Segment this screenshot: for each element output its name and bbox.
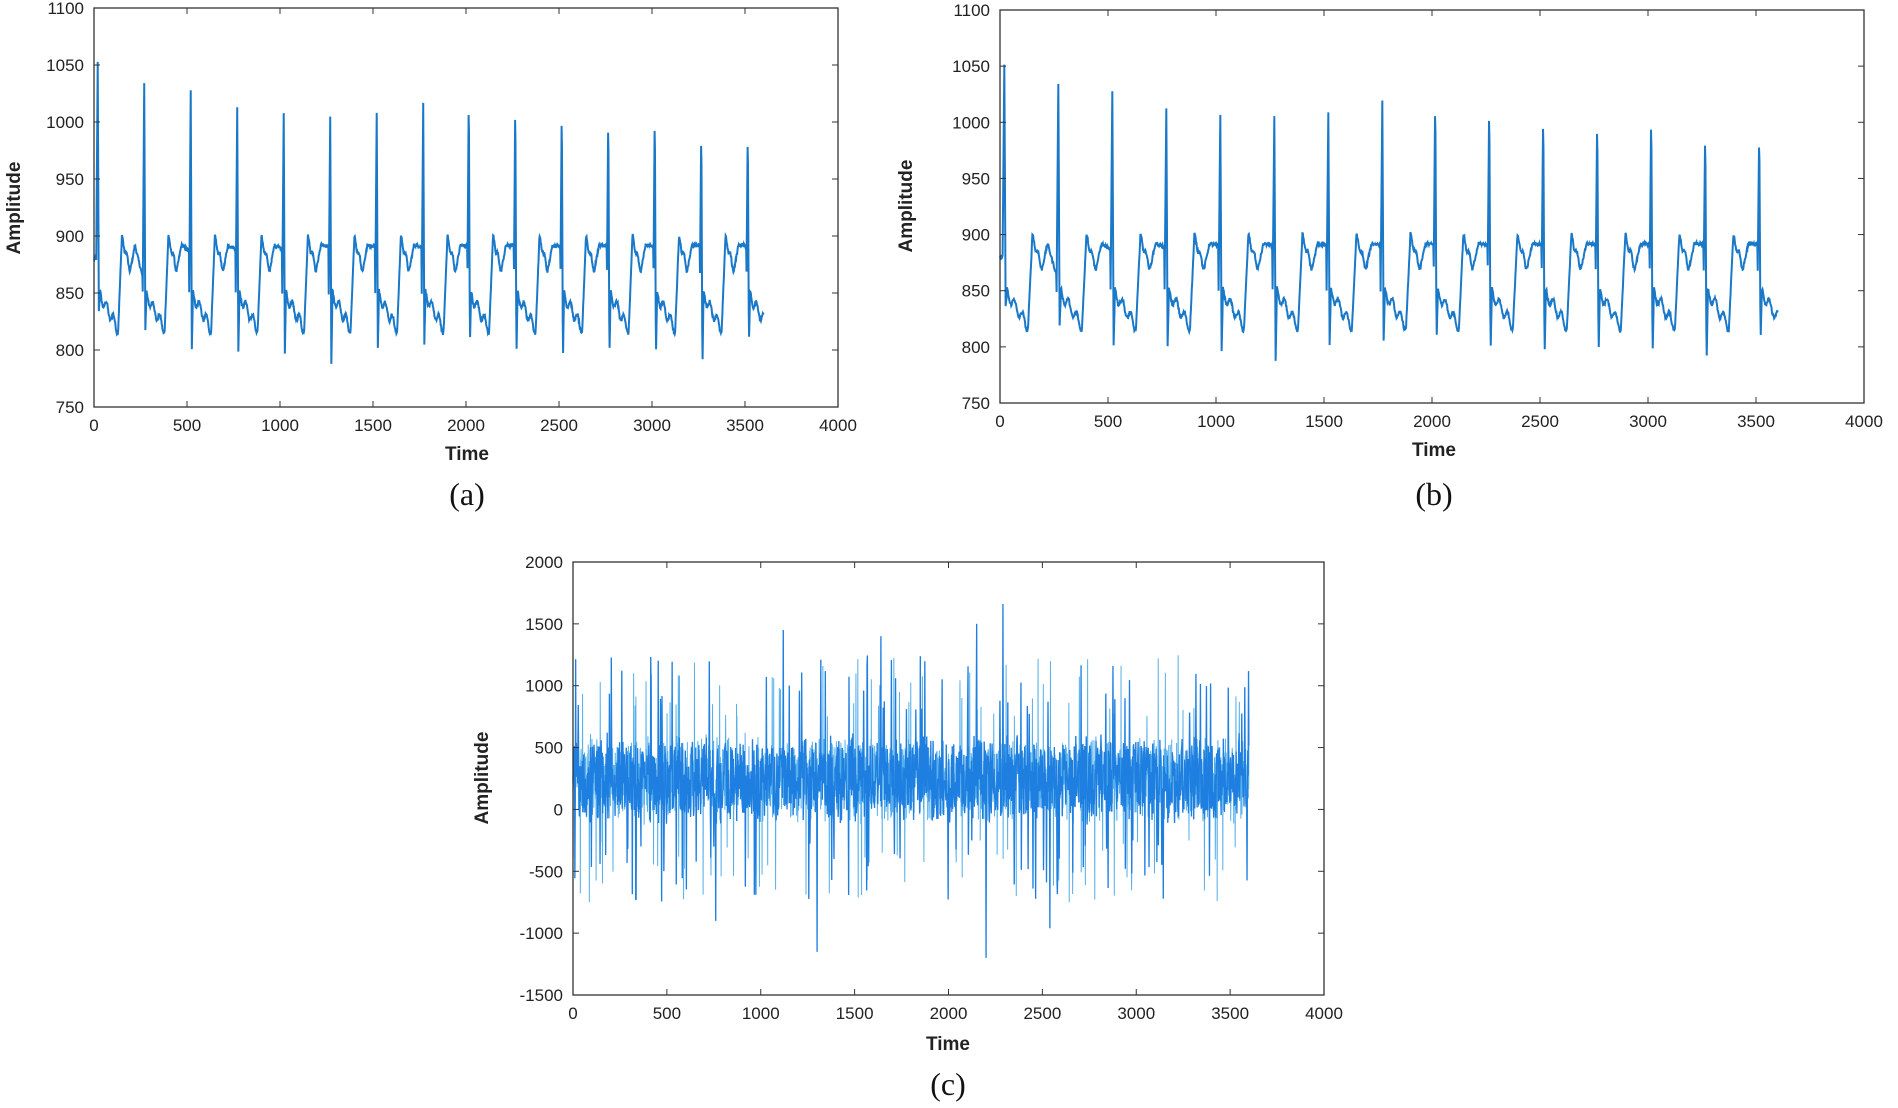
axes-box <box>999 9 1865 404</box>
y-axis-label: Amplitude <box>896 160 917 253</box>
subfigure-caption: (a) <box>449 476 485 512</box>
y-tick-label: 1500 <box>525 615 563 634</box>
signal-line <box>572 604 1250 958</box>
y-tick-label: 750 <box>56 398 84 417</box>
y-tick-label: -1500 <box>520 986 563 1005</box>
y-axis-label: Amplitude <box>4 162 25 255</box>
x-tick-label: 3500 <box>726 416 764 435</box>
y-tick-label: 750 <box>962 394 990 413</box>
x-axis-label: Time <box>445 444 489 465</box>
y-tick-label: 1000 <box>952 113 990 132</box>
x-tick-label: 4000 <box>1845 412 1883 431</box>
chart-b: 0 500 1000 1500 2000 2500 3000 3500 4000 750 800 85… <box>896 1 1883 512</box>
y-tick-label: 900 <box>56 227 84 246</box>
x-tick-label: 2000 <box>930 1004 968 1023</box>
y-tick-label: 850 <box>962 282 990 301</box>
x-tick-label: 0 <box>89 416 98 435</box>
y-tick-label: 0 <box>554 800 563 819</box>
y-tick-label: 800 <box>962 338 990 357</box>
x-tick-label: 1500 <box>354 416 392 435</box>
x-tick-label: 2000 <box>1413 412 1451 431</box>
y-axis-label: Amplitude <box>472 732 493 825</box>
y-tick-label: 1050 <box>952 57 990 76</box>
y-tick-label: 1000 <box>525 677 563 696</box>
y-tick-label: 2000 <box>525 553 563 572</box>
axes-box <box>93 7 839 408</box>
x-tick-label: 2500 <box>1023 1004 1061 1023</box>
y-tick-label: 800 <box>56 341 84 360</box>
y-tick-label: 900 <box>962 226 990 245</box>
x-tick-label: 500 <box>1094 412 1122 431</box>
x-tick-label: 0 <box>995 412 1004 431</box>
x-tick-label: 500 <box>173 416 201 435</box>
x-tick-label: 1500 <box>836 1004 874 1023</box>
x-tick-label: 0 <box>568 1004 577 1023</box>
x-tick-label: 1000 <box>1197 412 1235 431</box>
subfigure-caption: (b) <box>1415 476 1452 512</box>
x-tick-label: 1500 <box>1305 412 1343 431</box>
y-tick-label: 1050 <box>46 56 84 75</box>
y-tick-label: 500 <box>535 739 563 758</box>
chart-c: 0 500 1000 1500 2000 2500 3000 3500 4000 -1500 -10… <box>472 553 1343 1102</box>
x-tick-label: 3500 <box>1211 1004 1249 1023</box>
y-tick-label: -1000 <box>520 924 563 943</box>
x-tick-label: 3000 <box>1629 412 1667 431</box>
x-tick-label: 3500 <box>1737 412 1775 431</box>
x-tick-label: 4000 <box>819 416 857 435</box>
x-tick-label: 1000 <box>261 416 299 435</box>
x-tick-label: 2500 <box>1521 412 1559 431</box>
y-tick-label: 950 <box>962 169 990 188</box>
x-tick-label: 3000 <box>1117 1004 1155 1023</box>
y-tick-label: 1000 <box>46 113 84 132</box>
y-tick-label: 950 <box>56 170 84 189</box>
x-axis-label: Time <box>926 1034 970 1055</box>
x-tick-label: 2000 <box>447 416 485 435</box>
x-axis-label: Time <box>1412 440 1456 461</box>
signal-line <box>999 64 1779 361</box>
signal-line <box>93 61 765 364</box>
y-tick-label: 850 <box>56 284 84 303</box>
subfigure-caption: (c) <box>930 1066 966 1102</box>
x-tick-label: 3000 <box>633 416 671 435</box>
y-tick-label: -500 <box>529 862 563 881</box>
x-tick-label: 2500 <box>540 416 578 435</box>
chart-a: 0 500 1000 1500 2000 2500 3000 3500 4000 750 800 85… <box>4 0 857 512</box>
x-tick-label: 1000 <box>742 1004 780 1023</box>
x-tick-label: 500 <box>653 1004 681 1023</box>
x-tick-label: 4000 <box>1305 1004 1343 1023</box>
y-tick-label: 1100 <box>953 1 990 20</box>
y-tick-label: 1100 <box>47 0 84 18</box>
